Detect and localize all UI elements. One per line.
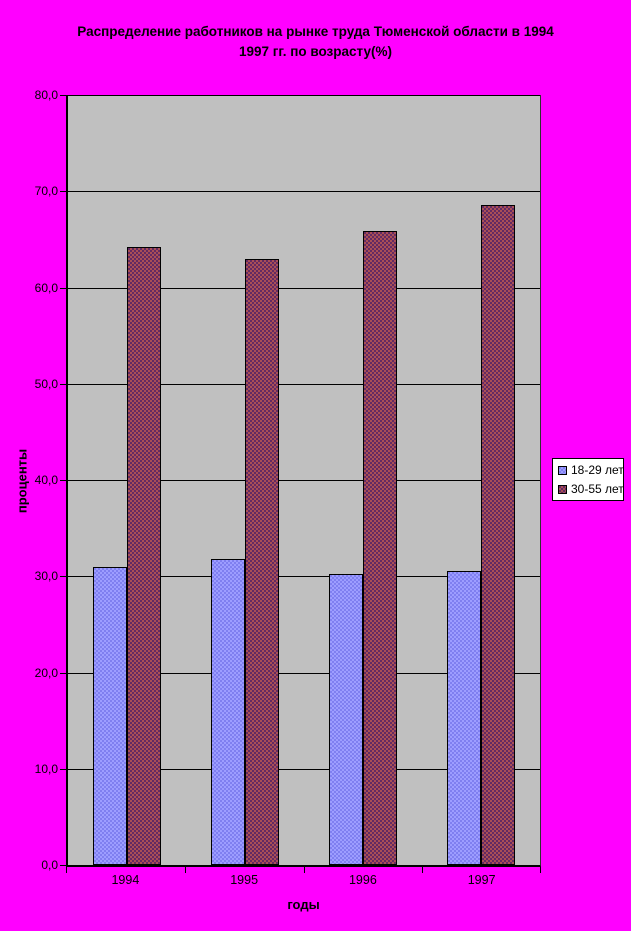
legend-item-18-29[interactable]: 18-29 лет [558, 464, 624, 476]
bar-30-55лет-1994[interactable] [127, 247, 161, 865]
y-tick-label-10: 10,0 [34, 761, 58, 776]
y-tick-30 [60, 576, 66, 578]
legend-item-30-55[interactable]: 30-55 лет [558, 483, 624, 495]
x-axis-title: годы [287, 897, 320, 912]
x-tick-label-1995: 1995 [230, 873, 259, 887]
y-axis-title: проценты [14, 448, 30, 514]
bar-18-29лет-1997[interactable] [447, 571, 481, 865]
y-tick-label-40: 40,0 [34, 473, 58, 487]
gridline-80 [68, 95, 540, 96]
x-tick-0 [66, 867, 67, 873]
gridline-10 [68, 768, 540, 770]
gridline-70 [68, 191, 540, 193]
bar-18-29лет-1994[interactable] [93, 566, 127, 865]
gridline-60 [68, 287, 540, 289]
legend[interactable]: 18-29 лет 30-55 лет [552, 458, 624, 501]
chart-title-line1: Распределение работников на рынке труда … [77, 24, 554, 39]
plot-area [66, 95, 541, 867]
y-tick-label-70: 70,0 [34, 184, 58, 199]
y-tick-label-50: 50,0 [34, 376, 58, 391]
y-tick-10 [60, 768, 66, 770]
gridline-50 [68, 383, 540, 385]
y-tick-60 [60, 287, 66, 289]
x-tick-1 [184, 867, 186, 873]
y-tick-label-30: 30,0 [34, 569, 58, 584]
x-tick-2 [303, 867, 305, 873]
y-tick-40 [60, 480, 66, 481]
y-tick-80 [60, 95, 66, 96]
y-tick-label-80: 80,0 [34, 88, 58, 102]
x-tick-4 [540, 867, 541, 873]
bar-30-55лет-1996[interactable] [363, 230, 397, 865]
bar-30-55лет-1995[interactable] [245, 258, 279, 865]
bar-18-29лет-1996[interactable] [329, 574, 363, 865]
gridline-30 [68, 576, 540, 578]
bar-30-55лет-1997[interactable] [481, 204, 515, 865]
legend-swatch-18-29 [558, 465, 567, 475]
y-tick-50 [60, 383, 66, 385]
chart-title-line2: 1997 гг. по возрасту(%) [239, 44, 392, 59]
x-tick-label-1994: 1994 [111, 873, 140, 887]
y-tick-label-20: 20,0 [34, 665, 58, 680]
y-tick-20 [60, 672, 66, 674]
y-tick-label-0: 0,0 [41, 858, 58, 872]
legend-label-30-55: 30-55 лет [571, 482, 624, 496]
bar-18-29лет-1995[interactable] [211, 558, 245, 865]
x-tick-3 [422, 867, 424, 873]
y-tick-label-60: 60,0 [34, 280, 58, 295]
legend-swatch-30-55 [558, 484, 567, 494]
legend-label-18-29: 18-29 лет [571, 463, 624, 477]
gridline-40 [68, 480, 540, 481]
y-tick-0 [60, 865, 66, 866]
y-tick-70 [60, 191, 66, 193]
x-tick-label-1996: 1996 [348, 873, 377, 887]
chart-title: Распределение работников на рынке труда … [0, 22, 631, 62]
x-tick-label-1997: 1997 [467, 873, 496, 887]
gridline-20 [68, 672, 540, 674]
